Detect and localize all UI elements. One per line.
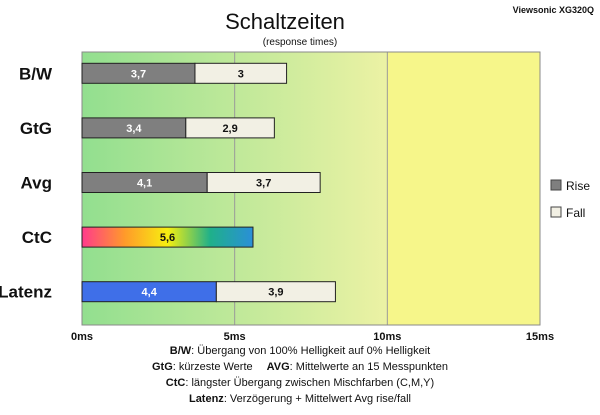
category-label: Latenz bbox=[0, 283, 52, 302]
category-label: B/W bbox=[19, 64, 53, 83]
bar-rise-label: 4,4 bbox=[142, 287, 158, 299]
x-tick-label: 0ms bbox=[71, 331, 93, 343]
bar-fall bbox=[206, 172, 321, 193]
category-label: GtG bbox=[20, 119, 52, 138]
legend-label-fall: Fall bbox=[566, 206, 585, 220]
note-avg-key: AVG bbox=[267, 361, 290, 373]
note-ctc-key: CtC bbox=[166, 377, 186, 389]
category-label: CtC bbox=[22, 228, 52, 247]
note-bw-key: B/W bbox=[170, 345, 192, 357]
bar-fall-label: 3 bbox=[238, 68, 244, 80]
bar-fall bbox=[185, 117, 275, 139]
note-latenz-key: Latenz bbox=[189, 393, 224, 405]
note-latenz-text: : Verzögerung + Mittelwert Avg rise/fall bbox=[224, 393, 411, 405]
note-bw: B/W: Übergang von 100% Helligkeit auf 0%… bbox=[170, 345, 430, 357]
bar-fall-label: 3,9 bbox=[268, 287, 283, 299]
zone-slow bbox=[387, 52, 540, 325]
legend-swatch-rise bbox=[550, 179, 562, 191]
chart-subtitle: (response times) bbox=[263, 37, 337, 48]
legend-swatch-fall bbox=[550, 206, 562, 218]
note-gtg-avg: GtG: kürzeste Werte AVG: Mittelwerte an 1… bbox=[152, 361, 448, 373]
legend: Rise Fall bbox=[550, 179, 590, 220]
footnotes: B/W: Übergang von 100% Helligkeit auf 0%… bbox=[152, 345, 448, 405]
note-ctc: CtC: längster Übergang zwischen Mischfar… bbox=[166, 377, 434, 389]
bar-fall bbox=[215, 281, 336, 303]
chart-title: Schaltzeiten bbox=[225, 9, 345, 34]
note-bw-text: : Übergang von 100% Helligkeit auf 0% He… bbox=[191, 345, 430, 357]
bar-fall bbox=[194, 62, 288, 84]
x-tick-label: 15ms bbox=[526, 331, 554, 343]
x-tick-label: 5ms bbox=[224, 331, 246, 343]
bar-fall-label: 3,7 bbox=[256, 178, 271, 190]
model-label: Viewsonic XG320Q bbox=[513, 5, 594, 15]
bar-rise-label: 3,7 bbox=[131, 68, 146, 80]
bar-fall-label: 2,9 bbox=[222, 123, 237, 135]
note-avg-text: : Mittelwerte an 15 Messpunkten bbox=[290, 361, 448, 373]
note-ctc-text: : längster Übergang zwischen Mischfarben… bbox=[185, 377, 434, 389]
bar-rise-label: 5,6 bbox=[160, 232, 175, 244]
legend-label-rise: Rise bbox=[566, 179, 590, 193]
category-label: Avg bbox=[21, 174, 53, 193]
note-gtg-text: : kürzeste Werte bbox=[173, 361, 253, 373]
bar-rise-label: 3,4 bbox=[126, 123, 142, 135]
note-gtg-key: GtG bbox=[152, 361, 173, 373]
plot-area: 0ms 5ms 10ms 15ms B/W 3,7 3 GtG 3,4 2,9 Avg 4,1 3,7 C… bbox=[0, 51, 554, 343]
bar-rise-label: 4,1 bbox=[137, 178, 152, 190]
note-latenz: Latenz: Verzögerung + Mittelwert Avg ris… bbox=[189, 393, 411, 405]
bar-rise bbox=[81, 226, 254, 248]
x-tick-label: 10ms bbox=[373, 331, 401, 343]
